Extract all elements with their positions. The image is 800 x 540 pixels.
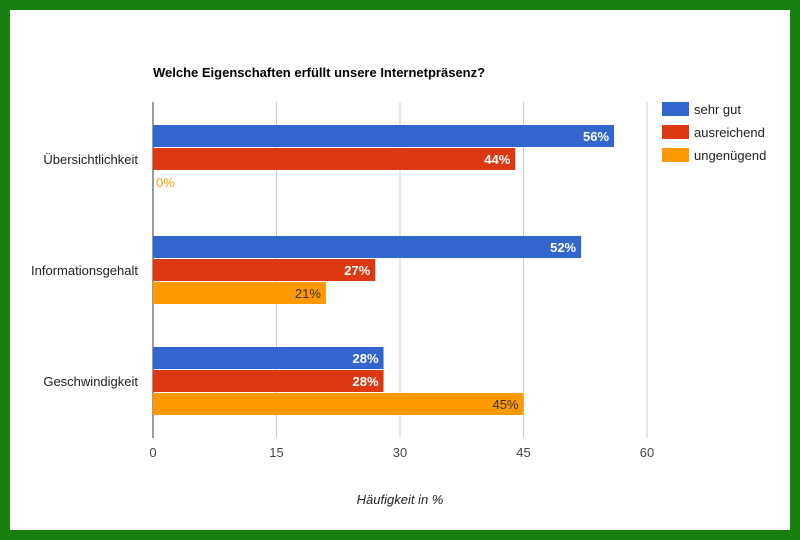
x-axis-ticks: 0 15 30 45 60 <box>149 445 654 460</box>
bar <box>153 259 376 281</box>
x-tick-label: 15 <box>269 445 283 460</box>
data-label: 52% <box>550 240 576 255</box>
chart-frame: Welche Eigenschaften erfüllt unsere Inte… <box>10 10 790 530</box>
category-labels: Übersichtlichkeit Informationsgehalt Gesch… <box>31 152 138 389</box>
x-tick-label: 45 <box>516 445 530 460</box>
legend-swatch <box>662 125 689 139</box>
data-label: 28% <box>353 351 379 366</box>
data-label: 45% <box>492 397 518 412</box>
bar <box>153 148 516 170</box>
bar <box>153 393 524 415</box>
legend-swatch <box>662 148 689 162</box>
bar <box>153 236 582 258</box>
category-label: Informationsgehalt <box>31 263 138 278</box>
data-label: 56% <box>583 129 609 144</box>
bar-chart: Welche Eigenschaften erfüllt unsere Inte… <box>31 65 766 507</box>
bar <box>153 347 384 369</box>
bar <box>153 125 615 147</box>
bar <box>153 282 326 304</box>
x-tick-label: 0 <box>149 445 156 460</box>
category-label: Übersichtlichkeit <box>43 152 138 167</box>
category-label: Geschwindigkeit <box>43 374 138 389</box>
data-label: 0% <box>156 175 175 190</box>
legend-swatch <box>662 102 689 116</box>
bar <box>153 370 384 392</box>
data-label: 27% <box>344 263 370 278</box>
x-axis-label: Häufigkeit in % <box>357 492 444 507</box>
chart-title: Welche Eigenschaften erfüllt unsere Inte… <box>153 65 485 80</box>
legend-label: sehr gut <box>694 102 741 117</box>
legend-label: ungenügend <box>694 148 766 163</box>
legend-label: ausreichend <box>694 125 765 140</box>
data-label: 21% <box>295 286 321 301</box>
data-label: 28% <box>353 374 379 389</box>
bars: 56% 44% 0% 52% 27% 21% 28% 28% 45% <box>153 125 615 415</box>
x-tick-label: 60 <box>640 445 654 460</box>
x-tick-label: 30 <box>393 445 407 460</box>
legend: sehr gut ausreichend ungenügend <box>662 102 766 163</box>
data-label: 44% <box>484 152 510 167</box>
